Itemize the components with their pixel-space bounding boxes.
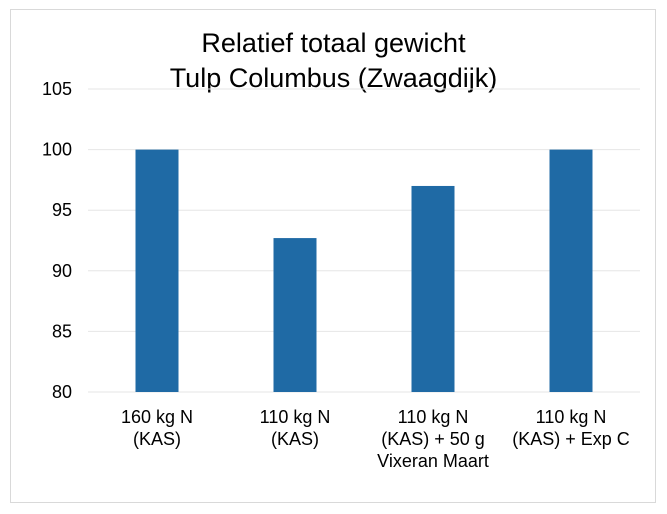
bar-3 bbox=[411, 185, 455, 392]
x-category-label-4: 110 kg N (KAS) + Exp C bbox=[512, 407, 630, 449]
x-category-label-2: 110 kg N (KAS) bbox=[260, 407, 331, 449]
bar-4 bbox=[549, 149, 593, 392]
bar-2 bbox=[273, 238, 317, 392]
chart-title-line-1: Relatief totaal gewicht bbox=[201, 28, 466, 58]
x-category-label-3: 110 kg N (KAS) + 50 g Vixeran Maart bbox=[377, 407, 489, 471]
y-tick-label-100: 100 bbox=[42, 140, 72, 160]
y-tick-label-80: 80 bbox=[52, 382, 72, 402]
x-category-label-1: 160 kg N (KAS) bbox=[121, 407, 193, 449]
y-tick-label-105: 105 bbox=[42, 79, 72, 99]
y-tick-label-85: 85 bbox=[52, 321, 72, 341]
y-tick-label-95: 95 bbox=[52, 200, 72, 220]
chart-frame bbox=[10, 9, 656, 503]
bar-1 bbox=[135, 149, 179, 392]
chart-title-line-2: Tulp Columbus (Zwaagdijk) bbox=[169, 63, 498, 93]
y-tick-label-90: 90 bbox=[52, 261, 72, 281]
